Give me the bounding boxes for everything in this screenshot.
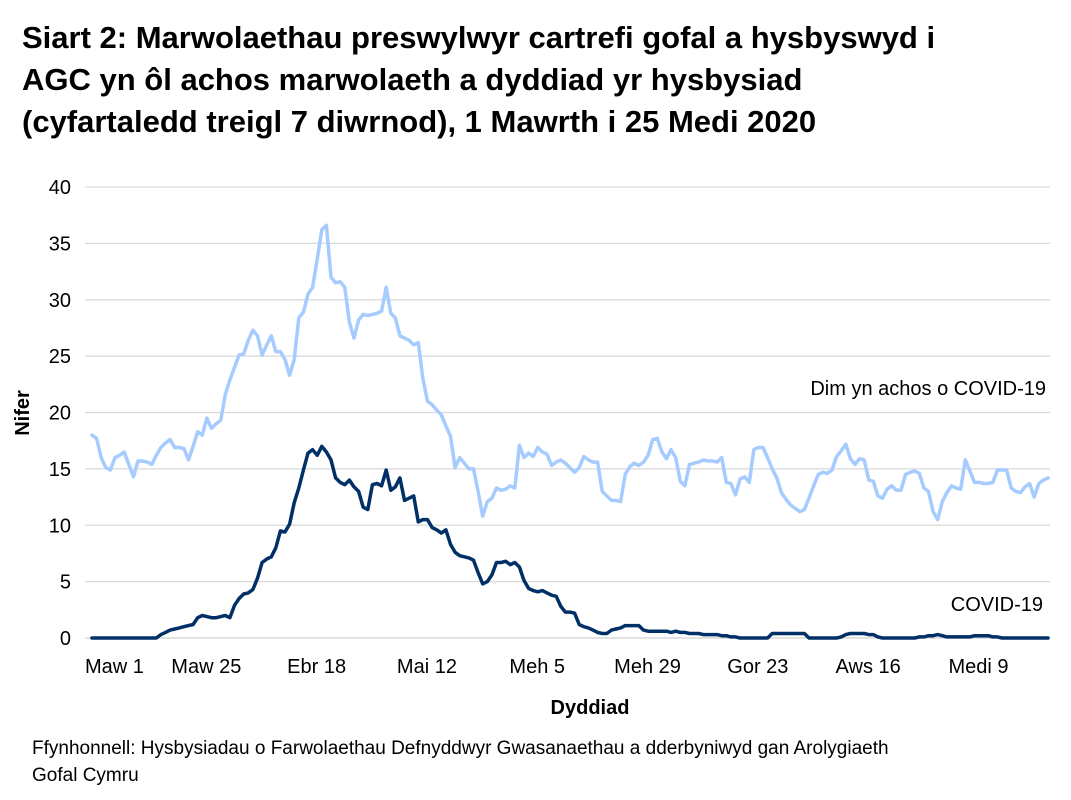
x-axis-title: Dyddiad — [551, 697, 630, 719]
y-tick-label: 15 — [49, 459, 71, 481]
series-lines — [90, 223, 1050, 640]
x-tick-label: Aws 16 — [836, 656, 901, 678]
source-note-line-2: Gofal Cymru — [32, 765, 139, 786]
y-tick-label: 40 — [49, 177, 71, 199]
chart-title-line-1: Siart 2: Marwolaethau preswylwyr cartref… — [22, 20, 935, 55]
x-tick-label: Meh 5 — [509, 656, 565, 678]
x-tick-label: Meh 29 — [614, 656, 681, 678]
source-note-line-1: Ffynhonnell: Hysbysiadau o Farwolaethau … — [32, 738, 889, 759]
y-tick-label: 35 — [49, 233, 71, 255]
y-axis-title: Nifer — [12, 390, 34, 436]
series-line-non-covid — [90, 223, 1050, 522]
chart-title-line-3: (cyfartaledd treigl 7 diwrnod), 1 Mawrth… — [22, 104, 816, 139]
y-tick-label: 5 — [60, 572, 71, 594]
x-axis-ticks: Maw 1 Maw 25 Ebr 18 Mai 12 Meh 5 Meh 29 Gor 23… — [85, 656, 1008, 678]
y-tick-label: 10 — [49, 515, 71, 537]
y-tick-label: 25 — [49, 346, 71, 368]
y-tick-label: 0 — [60, 628, 71, 650]
x-tick-label: Maw 25 — [171, 656, 241, 678]
series-label-covid: COVID-19 — [951, 594, 1043, 616]
series-label-non-covid: Dim yn achos o COVID-19 — [810, 378, 1046, 400]
gridlines — [85, 186, 1050, 639]
y-tick-label: 20 — [49, 403, 71, 425]
x-tick-label: Medi 9 — [948, 656, 1008, 678]
x-tick-label: Ebr 18 — [287, 656, 346, 678]
y-axis-ticks: 0 5 10 15 20 25 30 35 40 — [49, 177, 71, 650]
x-tick-label: Maw 1 — [85, 656, 144, 678]
x-tick-label: Gor 23 — [727, 656, 788, 678]
series-line-covid — [90, 444, 1050, 640]
y-tick-label: 30 — [49, 290, 71, 312]
x-tick-label: Mai 12 — [397, 656, 457, 678]
chart-title-line-2: AGC yn ôl achos marwolaeth a dyddiad yr … — [22, 62, 802, 97]
